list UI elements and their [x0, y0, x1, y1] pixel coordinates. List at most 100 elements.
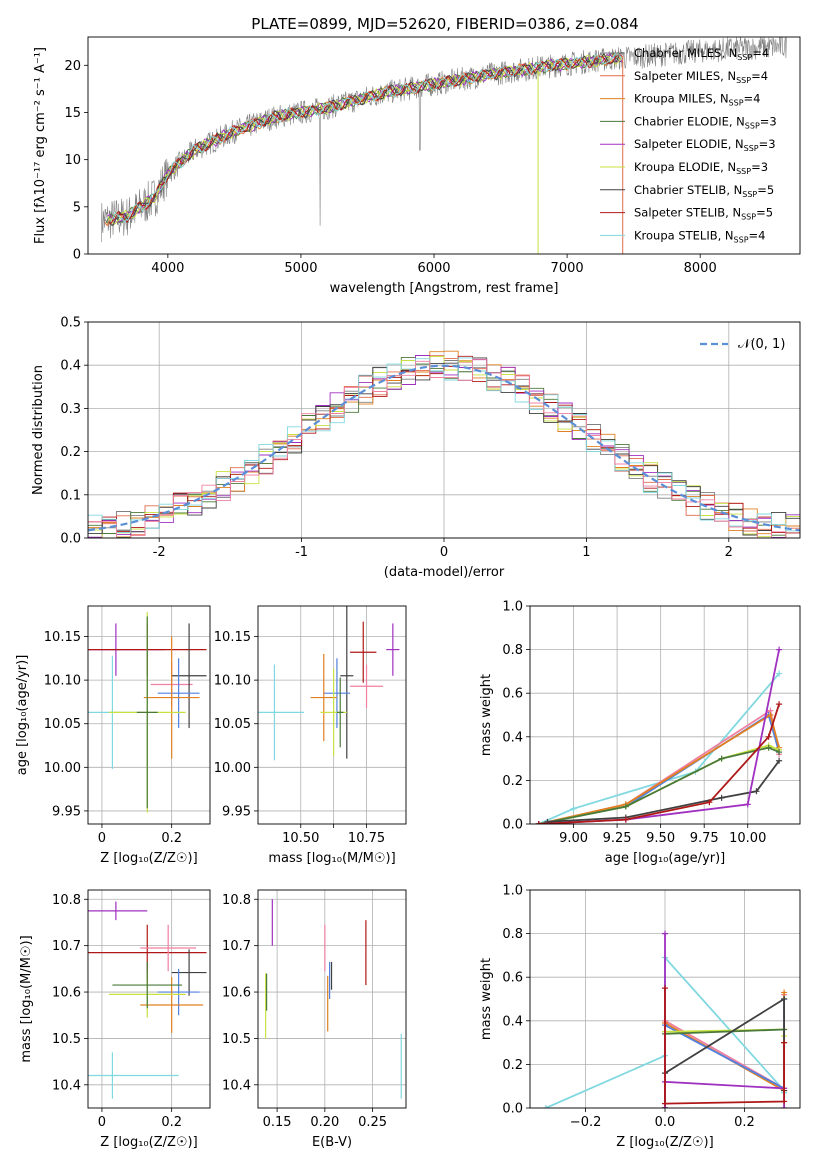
weight-series-line	[664, 997, 785, 1108]
x-tick-label: 9.25	[603, 831, 632, 846]
x-tick-label: 9.00	[559, 831, 588, 846]
x-tick-label: 6000	[417, 261, 450, 276]
x-tick-label: 0	[98, 1115, 106, 1130]
errorbar-point	[157, 658, 200, 729]
spectrum-model-line	[105, 52, 624, 225]
weight-series-line	[664, 1028, 785, 1108]
weight-marker	[662, 985, 668, 992]
plot-area	[542, 930, 788, 1108]
x-tick-label: 0	[98, 831, 106, 846]
axes-frame	[257, 605, 407, 825]
y-tick-label: 0.6	[502, 971, 523, 986]
residual-histogram	[88, 357, 800, 536]
y-tick-label: 10.00	[214, 761, 251, 776]
y-tick-label: 10.4	[52, 1078, 81, 1093]
y-tick-label: 0.6	[502, 687, 523, 702]
x-tick-label: -2	[153, 545, 166, 560]
legend-entry: Kroupa ELODIE, NSSP=3	[634, 160, 768, 176]
x-tick-label: 0.2	[161, 1115, 182, 1130]
axes-frame	[257, 889, 407, 1109]
legend-entry: Salpeter STELIB, NSSP=5	[634, 206, 773, 222]
spectrum-model-line	[105, 53, 623, 224]
weight-marker	[718, 755, 725, 762]
weight-marker	[781, 1105, 788, 1108]
axes-frame	[529, 889, 801, 1109]
x-axis-label: Z [log₁₀(Z/Z☉)]	[616, 1135, 713, 1150]
y-tick-label: 0.2	[60, 445, 81, 460]
weight-marker	[765, 744, 772, 751]
y-tick-label: 20	[64, 59, 81, 74]
x-tick-label: -1	[295, 545, 308, 560]
y-axis-label: mass weight	[479, 958, 494, 1040]
y-tick-label: 5	[73, 200, 81, 215]
weight-marker	[535, 821, 542, 824]
y-axis-label: age [log₁₀(age/yr)]	[15, 655, 30, 776]
axes-frame	[529, 605, 801, 825]
errorbar-point	[88, 1052, 179, 1099]
panel-age_vs_mass: 10.50 10.75 9.95 10.00 10.05 10.10 10.15 mass […	[214, 605, 407, 866]
legend-entry: Chabrier ELODIE, NSSP=3	[634, 114, 777, 130]
residual-histogram	[88, 357, 800, 533]
y-tick-label: 10.4	[222, 1078, 251, 1093]
y-tick-label: 15	[64, 106, 81, 121]
weight-marker	[753, 788, 760, 795]
y-tick-label: 10.00	[44, 761, 81, 776]
panel-mass_vs_ebv: 0.15 0.20 0.25 10.4 10.5 10.6 10.7 10.8 E(B-V)	[222, 889, 407, 1150]
legend-entry: Salpeter ELODIE, NSSP=3	[634, 137, 776, 153]
y-tick-label: 0.4	[502, 730, 523, 745]
residual-histogram	[88, 355, 800, 534]
errorbar-point	[136, 616, 158, 809]
errorbar-point	[171, 623, 207, 729]
spectrum-model-line	[103, 52, 624, 227]
y-tick-label: 10.10	[44, 674, 81, 689]
axes-frame	[87, 605, 211, 825]
weight-series-line	[664, 988, 785, 1105]
errorbar-point	[157, 968, 200, 1016]
spectrum-model-line	[106, 52, 624, 223]
x-tick-label: 0.2	[161, 831, 182, 846]
panel-weight_vs_age: 9.00 9.25 9.50 9.75 10.00 0.0 0.2 0.4 0.6 0.8 1.0 a…	[479, 600, 801, 866]
legend-entry: 𝒩(0, 1)	[738, 337, 785, 352]
spectrum-model-line	[110, 52, 624, 224]
axes-frame	[87, 36, 801, 255]
x-tick-label: 4000	[151, 261, 184, 276]
weight-series-line	[664, 1028, 785, 1108]
weight-series-line	[538, 713, 780, 824]
plot-area	[535, 646, 783, 824]
x-tick-label: 10.75	[348, 831, 385, 846]
x-tick-label: 5000	[284, 261, 317, 276]
weight-series-line	[538, 673, 780, 824]
y-axis-label: mass [log₁₀(M/M☉)]	[19, 935, 34, 1062]
spectrum-model-line	[109, 52, 623, 224]
weight-series-line	[538, 709, 780, 824]
weight-marker	[781, 1098, 788, 1105]
legend-entry: Kroupa MILES, NSSP=4	[634, 92, 760, 108]
x-tick-label: 0	[440, 545, 448, 560]
y-tick-label: 10.5	[52, 1032, 81, 1047]
errorbar-point	[350, 621, 377, 683]
y-tick-label: 10.5	[222, 1032, 251, 1047]
y-tick-label: 9.95	[222, 804, 251, 819]
y-tick-label: 10.8	[222, 893, 251, 908]
weight-marker	[622, 816, 629, 823]
y-tick-label: 10.7	[52, 939, 81, 954]
weight-marker	[781, 996, 788, 1002]
weight-marker	[776, 749, 783, 756]
y-tick-label: 0.0	[502, 818, 523, 833]
weight-series-line	[538, 703, 780, 824]
y-tick-label: 10.05	[214, 717, 251, 732]
errorbar-point	[323, 658, 351, 729]
spectrum-model-line	[108, 51, 624, 226]
x-tick-label: 7000	[551, 261, 584, 276]
weight-marker	[767, 712, 774, 718]
y-tick-label: 10.6	[52, 986, 81, 1001]
y-tick-label: 10.05	[44, 717, 81, 732]
x-tick-label: 0.15	[263, 1115, 292, 1130]
panel-weight_vs_Z: −0.2 0.0 0.2 0.0 0.2 0.4 0.6 0.8 1.0 Z [log₁₀(Z/Z…	[479, 884, 801, 1150]
x-axis-label: E(B-V)	[312, 1135, 352, 1150]
errorbar-point	[140, 924, 197, 972]
weight-marker	[781, 1039, 788, 1046]
y-tick-label: 10.15	[214, 630, 251, 645]
y-tick-label: 0.3	[60, 402, 81, 417]
y-tick-label: 0.4	[502, 1014, 523, 1029]
